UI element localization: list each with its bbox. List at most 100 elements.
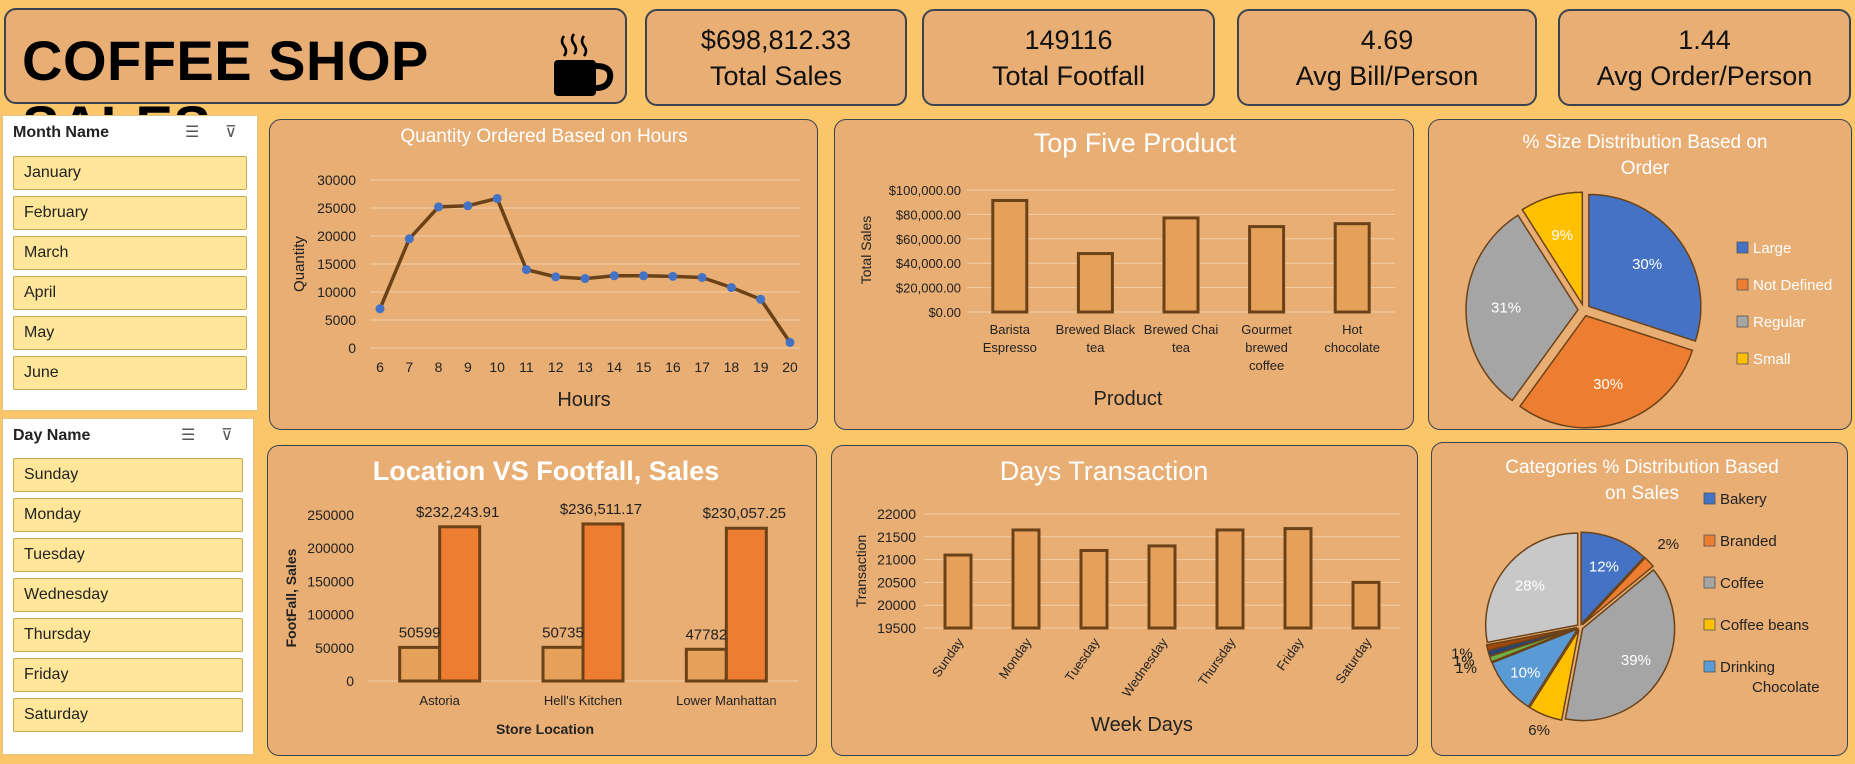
pie-slice [1581,556,1655,626]
pie-slice [1485,626,1578,652]
x-tick-label: Barista [990,322,1031,337]
pie-slice [1518,314,1694,429]
x-tick-label: 17 [694,359,710,375]
multi-select-icon[interactable]: ☰ [185,124,200,141]
data-point [697,272,707,282]
slicer-item-saturday[interactable]: Saturday [13,698,243,732]
pie-slice [1491,627,1580,708]
chart-title: Top Five Product [1034,128,1237,158]
x-tick-label: Astoria [419,693,460,708]
x-tick-label: Friday [1273,635,1306,674]
slicer-item-friday[interactable]: Friday [13,658,243,692]
y-tick-label: $0.00 [928,305,961,320]
slicer-item-tuesday[interactable]: Tuesday [13,538,243,572]
slice-label: 30% [1632,256,1662,273]
day-slicer: Day Name ☰ ⊽ Sunday Monday Tuesday Wedne… [2,418,254,755]
chart-title: Days Transaction [1000,456,1209,486]
y-tick-label: 21000 [877,552,916,568]
slicer-item-wednesday[interactable]: Wednesday [13,578,243,612]
chart-title: Quantity Ordered Based on Hours [400,126,687,147]
legend-label: Coffee [1720,575,1764,592]
slicer-item-june[interactable]: June [13,356,247,390]
bar-footfall [398,645,442,683]
data-point [521,265,531,275]
slicer-item-april[interactable]: April [13,276,247,310]
x-tick-label: 6 [376,359,384,375]
y-tick-label: 100000 [307,607,354,623]
y-tick-label: 20000 [877,597,916,613]
y-tick-label: 5000 [325,312,356,328]
x-tick-label: 10 [489,359,505,375]
slice-label: 28% [1515,578,1545,595]
bar [1079,548,1109,630]
y-tick-label: 21500 [877,529,916,545]
slicer-header: Day Name [13,427,91,444]
data-point [726,283,736,293]
y-tick-label: $60,000.00 [896,232,961,247]
x-tick-label: Sunday [929,635,967,680]
clear-filter-icon[interactable]: ⊽ [221,427,233,444]
slicer-item-may[interactable]: May [13,316,247,350]
x-tick-label: 7 [405,359,413,375]
data-point [463,201,473,211]
legend-label: Bakery [1720,491,1767,508]
x-axis-label: Hours [557,389,610,411]
x-tick-label: 12 [548,359,564,375]
y-tick-label: $40,000.00 [896,256,961,271]
y-tick-label: 250000 [307,507,354,523]
bar [1162,216,1200,314]
y-axis-label: FootFall, Sales [283,548,299,647]
x-tick-label: brewed [1245,340,1288,355]
pie-slice [1528,629,1580,722]
slicer-item-monday[interactable]: Monday [13,498,243,532]
data-point [785,337,795,347]
size-pie-chart: % Size Distribution Based on Order 30% 30% 3… [1465,132,1832,429]
categories-pie-chart-panel: Categories % Distribution Based on Sales 1… [1431,442,1848,756]
pie-slice [1465,214,1579,402]
slicer-item-thursday[interactable]: Thursday [13,618,243,652]
legend-label: Large [1753,240,1791,257]
kpi-label: Avg Bill/Person [1295,61,1479,91]
kpi-label: Total Sales [709,61,843,91]
y-tick-label: 20000 [317,228,356,244]
kpi-label: Avg Order/Person [1596,61,1813,91]
x-tick-label: 8 [435,359,443,375]
x-tick-label: Hot [1342,322,1363,337]
data-point [639,271,649,281]
x-axis-label: Product [1094,388,1163,410]
categories-pie-chart: Categories % Distribution Based on Sales 1… [1451,457,1820,739]
x-axis-label: Week Days [1091,714,1193,736]
clear-filter-icon[interactable]: ⊽ [225,124,237,141]
slice-label: 12% [1589,559,1619,576]
x-tick-label: 14 [606,359,622,375]
multi-select-icon[interactable]: ☰ [181,427,196,444]
slicer-item-sunday[interactable]: Sunday [13,458,243,492]
y-tick-label: 22000 [877,506,916,522]
kpi-avg-order: 1.44 Avg Order/Person [1558,9,1851,106]
slicer-item-february[interactable]: February [13,196,247,230]
bar-sales [581,522,625,683]
legend-swatch [1736,241,1749,254]
legend-label: Chocolate [1752,679,1820,696]
slicer-item-january[interactable]: January [13,156,247,190]
legend-swatch [1736,315,1749,328]
slice-label: 30% [1593,376,1623,393]
slice-label: 31% [1491,300,1521,317]
x-tick-label: 19 [753,359,769,375]
data-point [551,272,561,282]
x-tick-label: Brewed Black [1056,322,1136,337]
y-tick-label: 25000 [317,200,356,216]
x-tick-label: tea [1086,340,1105,355]
y-tick-label: 20500 [877,574,916,590]
slicer-item-march[interactable]: March [13,236,247,270]
chart-title: Categories % Distribution Based [1505,457,1779,478]
x-axis-label: Store Location [496,721,594,737]
bar [943,553,973,630]
location-bar-chart: Location VS Footfall, Sales 0 50000 100000 1… [283,456,798,737]
x-tick-label: Tuesday [1062,635,1103,684]
x-tick-label: coffee [1249,358,1284,373]
coffee-cup-icon [554,33,614,96]
bar [1351,580,1381,630]
slice-label: 6% [1528,722,1550,739]
kpi-avg-bill: 4.69 Avg Bill/Person [1237,9,1537,106]
